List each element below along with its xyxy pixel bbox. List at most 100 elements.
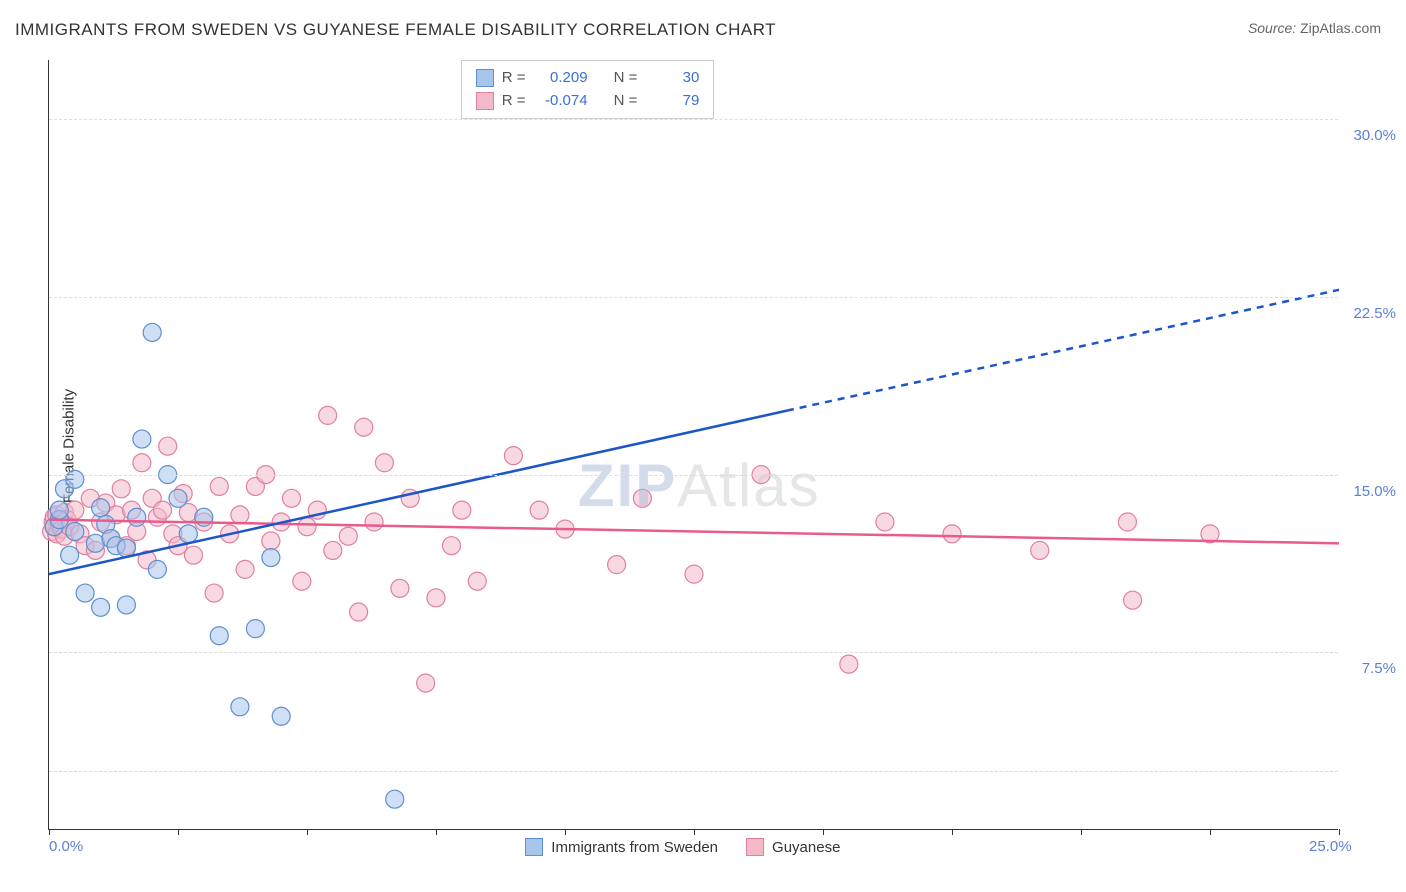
r-label: R = <box>502 67 526 90</box>
x-tick <box>1210 829 1211 835</box>
data-point <box>530 501 548 519</box>
x-tick <box>823 829 824 835</box>
data-point <box>442 537 460 555</box>
scatter-svg <box>49 60 1339 830</box>
data-point <box>375 454 393 472</box>
gridline <box>49 119 1338 120</box>
data-point <box>339 527 357 545</box>
swatch-sweden <box>476 69 494 87</box>
chart-container: IMMIGRANTS FROM SWEDEN VS GUYANESE FEMAL… <box>0 0 1406 892</box>
swatch-guyanese <box>746 838 764 856</box>
legend-row-sweden: R = 0.209 N = 30 <box>476 67 700 90</box>
y-tick-label: 7.5% <box>1362 660 1396 677</box>
swatch-guyanese <box>476 92 494 110</box>
data-point <box>117 596 135 614</box>
y-tick-label: 15.0% <box>1353 483 1396 500</box>
x-tick <box>1081 829 1082 835</box>
gridline <box>49 652 1338 653</box>
x-tick <box>565 829 566 835</box>
data-point <box>943 525 961 543</box>
data-point <box>92 598 110 616</box>
data-point <box>184 546 202 564</box>
source-value: ZipAtlas.com <box>1300 20 1381 36</box>
data-point <box>272 707 290 725</box>
legend-row-guyanese: R = -0.074 N = 79 <box>476 90 700 113</box>
data-point <box>236 560 254 578</box>
data-point <box>179 525 197 543</box>
data-point <box>143 323 161 341</box>
legend-item-sweden: Immigrants from Sweden <box>525 838 718 856</box>
n-label: N = <box>614 90 638 113</box>
data-point <box>427 589 445 607</box>
trend-line <box>787 290 1339 411</box>
data-point <box>350 603 368 621</box>
data-point <box>159 437 177 455</box>
r-value-guyanese: -0.074 <box>534 90 588 113</box>
x-tick <box>436 829 437 835</box>
data-point <box>133 454 151 472</box>
data-point <box>319 406 337 424</box>
x-tick <box>1339 829 1340 835</box>
legend-item-guyanese: Guyanese <box>746 838 840 856</box>
legend-label-sweden: Immigrants from Sweden <box>551 839 718 856</box>
data-point <box>417 674 435 692</box>
n-value-sweden: 30 <box>645 67 699 90</box>
data-point <box>210 627 228 645</box>
data-point <box>50 501 68 519</box>
data-point <box>92 499 110 517</box>
data-point <box>262 549 280 567</box>
data-point <box>633 489 651 507</box>
data-point <box>262 532 280 550</box>
data-point <box>293 572 311 590</box>
data-point <box>112 480 130 498</box>
gridline <box>49 297 1338 298</box>
data-point <box>231 506 249 524</box>
data-point <box>685 565 703 583</box>
source-attribution: Source: ZipAtlas.com <box>1248 20 1381 36</box>
r-label: R = <box>502 90 526 113</box>
data-point <box>154 501 172 519</box>
x-tick <box>49 829 50 835</box>
data-point <box>66 470 84 488</box>
x-tick <box>952 829 953 835</box>
legend-label-guyanese: Guyanese <box>772 839 840 856</box>
swatch-sweden <box>525 838 543 856</box>
data-point <box>283 489 301 507</box>
data-point <box>210 477 228 495</box>
data-point <box>169 489 187 507</box>
series-legend: Immigrants from Sweden Guyanese <box>525 838 840 856</box>
data-point <box>1031 541 1049 559</box>
y-tick-label: 30.0% <box>1353 127 1396 144</box>
n-label: N = <box>614 67 638 90</box>
chart-title: IMMIGRANTS FROM SWEDEN VS GUYANESE FEMAL… <box>15 20 776 40</box>
x-tick <box>307 829 308 835</box>
data-point <box>324 541 342 559</box>
data-point <box>298 518 316 536</box>
data-point <box>61 546 79 564</box>
data-point <box>128 508 146 526</box>
data-point <box>1118 513 1136 531</box>
correlation-legend: R = 0.209 N = 30 R = -0.074 N = 79 <box>461 60 715 119</box>
x-tick <box>178 829 179 835</box>
data-point <box>365 513 383 531</box>
data-point <box>231 698 249 716</box>
data-point <box>391 579 409 597</box>
x-tick <box>694 829 695 835</box>
plot-area: ZIPAtlas 7.5%15.0%22.5%30.0%0.0%25.0% <box>48 60 1338 830</box>
data-point <box>840 655 858 673</box>
data-point <box>386 790 404 808</box>
x-tick-label: 25.0% <box>1309 838 1352 855</box>
gridline <box>49 475 1338 476</box>
data-point <box>1124 591 1142 609</box>
y-tick-label: 22.5% <box>1353 305 1396 322</box>
data-point <box>876 513 894 531</box>
source-label: Source: <box>1248 20 1296 36</box>
data-point <box>453 501 471 519</box>
data-point <box>205 584 223 602</box>
data-point <box>66 522 84 540</box>
gridline <box>49 771 1338 772</box>
data-point <box>504 447 522 465</box>
r-value-sweden: 0.209 <box>534 67 588 90</box>
data-point <box>246 620 264 638</box>
n-value-guyanese: 79 <box>645 90 699 113</box>
